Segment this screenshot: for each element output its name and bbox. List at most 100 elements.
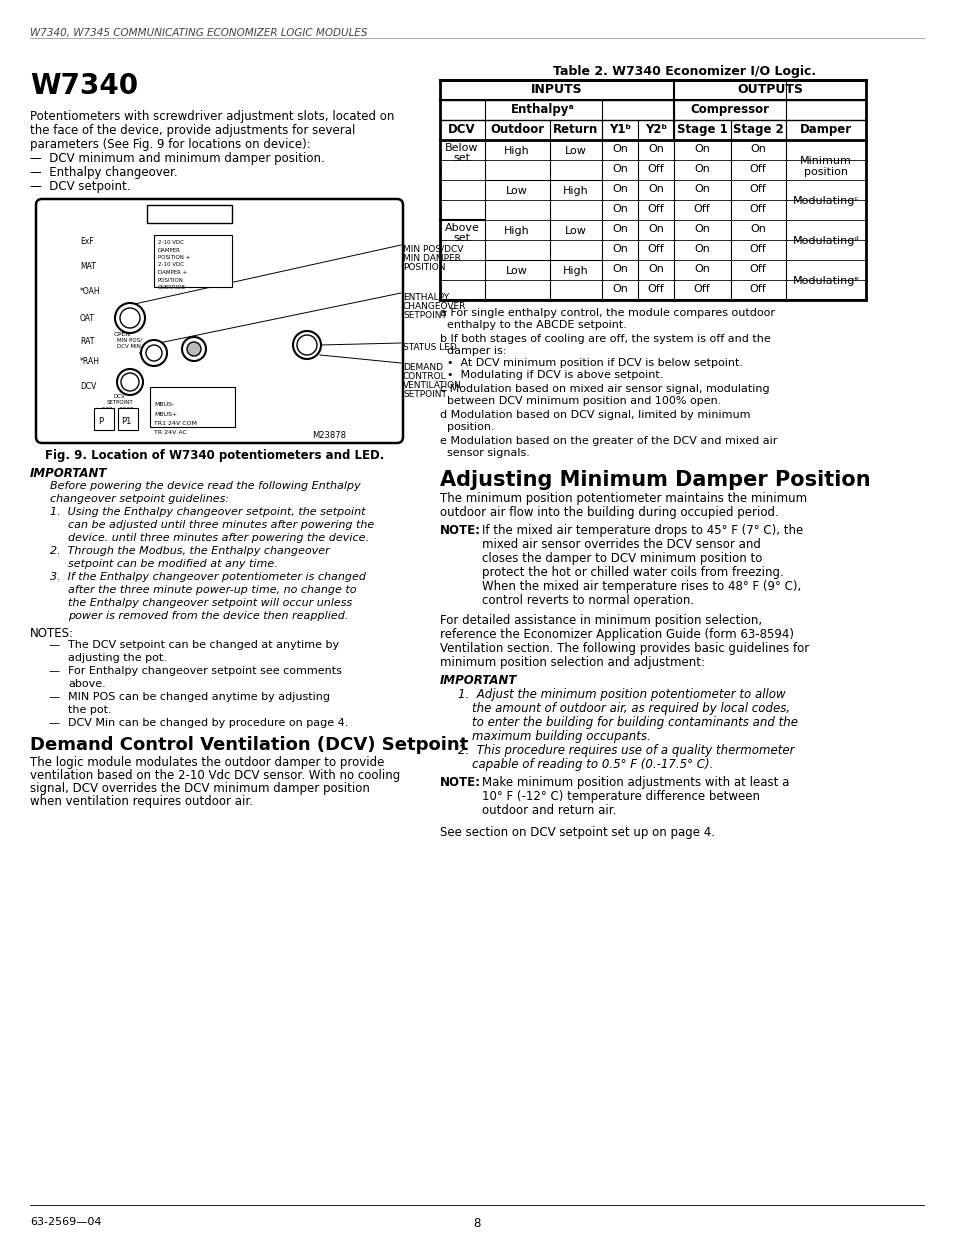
- Text: For Enthalpy changeover setpoint see comments: For Enthalpy changeover setpoint see com…: [68, 666, 341, 676]
- Text: the amount of outdoor air, as required by local codes,: the amount of outdoor air, as required b…: [472, 701, 789, 715]
- Text: Demand Control Ventilation (DCV) Setpoint: Demand Control Ventilation (DCV) Setpoin…: [30, 736, 468, 755]
- Text: to enter the building for building contaminants and the: to enter the building for building conta…: [472, 716, 797, 729]
- Text: SETPOINT: SETPOINT: [402, 311, 446, 320]
- Text: 2.  Through the Modbus, the Enthalpy changeover: 2. Through the Modbus, the Enthalpy chan…: [50, 546, 330, 556]
- Text: Low: Low: [564, 226, 586, 236]
- Text: Off: Off: [749, 184, 765, 194]
- Text: the face of the device, provide adjustments for several: the face of the device, provide adjustme…: [30, 124, 355, 137]
- Text: On: On: [612, 264, 627, 274]
- Text: The logic module modulates the outdoor damper to provide: The logic module modulates the outdoor d…: [30, 756, 384, 769]
- Text: Modulatingᵉ: Modulatingᵉ: [792, 275, 859, 287]
- Text: POSITION +: POSITION +: [158, 254, 191, 261]
- Text: E: E: [158, 345, 162, 350]
- Circle shape: [120, 308, 140, 329]
- FancyBboxPatch shape: [36, 199, 402, 443]
- Text: On: On: [612, 184, 627, 194]
- Text: set: set: [453, 233, 470, 243]
- Text: Off: Off: [749, 164, 765, 174]
- Text: On: On: [694, 264, 709, 274]
- Text: position: position: [803, 167, 847, 177]
- Text: SETPOINT: SETPOINT: [402, 390, 446, 399]
- Text: Modulatingᶜ: Modulatingᶜ: [792, 196, 859, 206]
- Text: parameters (See Fig. 9 for locations on device):: parameters (See Fig. 9 for locations on …: [30, 138, 311, 151]
- Text: Below: Below: [445, 143, 478, 153]
- Text: CHANGEOVER: CHANGEOVER: [402, 303, 466, 311]
- Text: MBUS+: MBUS+: [153, 411, 177, 416]
- Text: Off: Off: [693, 284, 710, 294]
- Text: NOTE:: NOTE:: [439, 776, 480, 789]
- Text: *OAH: *OAH: [80, 287, 100, 296]
- Text: Off: Off: [647, 164, 663, 174]
- Text: C: C: [139, 351, 143, 356]
- Text: The minimum position potentiometer maintains the minimum: The minimum position potentiometer maint…: [439, 492, 806, 505]
- Text: W7340: W7340: [30, 72, 138, 100]
- Text: +: +: [150, 345, 158, 354]
- Text: On: On: [612, 224, 627, 233]
- Text: d Modulation based on DCV signal, limited by minimum: d Modulation based on DCV signal, limite…: [439, 410, 750, 420]
- Text: A: A: [145, 345, 149, 350]
- Text: MIN POS can be changed anytime by adjusting: MIN POS can be changed anytime by adjust…: [68, 692, 330, 701]
- Text: 8: 8: [473, 1216, 480, 1230]
- Circle shape: [296, 335, 316, 354]
- Text: Off: Off: [647, 245, 663, 254]
- Text: outdoor air flow into the building during occupied period.: outdoor air flow into the building durin…: [439, 506, 778, 519]
- Text: Table 2. W7340 Economizer I/O Logic.: Table 2. W7340 Economizer I/O Logic.: [553, 65, 816, 78]
- Circle shape: [146, 345, 162, 361]
- Text: setpoint can be modified at any time.: setpoint can be modified at any time.: [68, 559, 277, 569]
- Text: See section on DCV setpoint set up on page 4.: See section on DCV setpoint set up on pa…: [439, 826, 714, 839]
- Text: position.: position.: [439, 422, 494, 432]
- Text: ventilation based on the 2-10 Vdc DCV sensor. With no cooling: ventilation based on the 2-10 Vdc DCV se…: [30, 769, 400, 782]
- Text: CONTROL: CONTROL: [402, 372, 446, 382]
- Text: Stage 2: Stage 2: [732, 124, 782, 136]
- Text: ENTHALPY: ENTHALPY: [402, 293, 449, 303]
- Text: On: On: [694, 245, 709, 254]
- Text: Y1ᵇ: Y1ᵇ: [608, 124, 630, 136]
- Text: On: On: [749, 144, 765, 154]
- Text: adjusting the pot.: adjusting the pot.: [68, 653, 167, 663]
- Text: —  DCV setpoint.: — DCV setpoint.: [30, 180, 131, 193]
- Text: RAT: RAT: [80, 337, 94, 346]
- Text: 3.  If the Enthalpy changeover potentiometer is changed: 3. If the Enthalpy changeover potentiome…: [50, 572, 366, 582]
- Text: IMPORTANT: IMPORTANT: [30, 467, 108, 480]
- Text: DEMAND: DEMAND: [402, 363, 442, 372]
- Text: Before powering the device read the following Enthalpy: Before powering the device read the foll…: [50, 480, 360, 492]
- Text: Low: Low: [505, 186, 527, 196]
- Text: Off: Off: [749, 264, 765, 274]
- Bar: [147, 205, 232, 224]
- Text: On: On: [694, 144, 709, 154]
- Text: TR1 24V COM: TR1 24V COM: [153, 421, 196, 426]
- Text: High: High: [562, 186, 588, 196]
- Text: Make minimum position adjustments with at least a: Make minimum position adjustments with a…: [481, 776, 788, 789]
- Text: capable of reading to 0.5° F (0.-17.5° C).: capable of reading to 0.5° F (0.-17.5° C…: [472, 758, 713, 771]
- Text: Modulatingᵈ: Modulatingᵈ: [792, 236, 859, 246]
- Text: protect the hot or chilled water coils from freezing.: protect the hot or chilled water coils f…: [481, 566, 783, 579]
- Text: mixed air sensor overrides the DCV sensor and: mixed air sensor overrides the DCV senso…: [481, 538, 760, 551]
- Text: Y2ᵇ: Y2ᵇ: [644, 124, 666, 136]
- Text: DAMPER +: DAMPER +: [158, 270, 187, 275]
- Text: DCV MIN: DCV MIN: [117, 345, 141, 350]
- Text: When the mixed air temperature rises to 48° F (9° C),: When the mixed air temperature rises to …: [481, 580, 801, 593]
- Text: MIN POS/: MIN POS/: [117, 338, 142, 343]
- Bar: [439, 80, 865, 300]
- Text: Low: Low: [564, 146, 586, 156]
- Text: On: On: [694, 224, 709, 233]
- Text: W7340, W7345 COMMUNICATING ECONOMIZER LOGIC MODULES: W7340, W7345 COMMUNICATING ECONOMIZER LO…: [30, 28, 367, 38]
- Circle shape: [187, 342, 201, 356]
- Text: —  Enthalpy changeover.: — Enthalpy changeover.: [30, 165, 177, 179]
- Text: ExF: ExF: [80, 237, 93, 246]
- Text: 2.  This procedure requires use of a quality thermometer: 2. This procedure requires use of a qual…: [457, 743, 794, 757]
- Text: High: High: [503, 146, 529, 156]
- Text: device. until three minutes after powering the device.: device. until three minutes after poweri…: [68, 534, 369, 543]
- Text: when ventilation requires outdoor air.: when ventilation requires outdoor air.: [30, 795, 253, 808]
- Text: Enthalpyᵃ: Enthalpyᵃ: [511, 103, 575, 116]
- Text: 1.  Using the Enthalpy changeover setpoint, the setpoint: 1. Using the Enthalpy changeover setpoin…: [50, 508, 365, 517]
- Text: c Modulation based on mixed air sensor signal, modulating: c Modulation based on mixed air sensor s…: [439, 384, 769, 394]
- Text: Fig. 9. Location of W7340 potentiometers and LED.: Fig. 9. Location of W7340 potentiometers…: [45, 450, 384, 462]
- Text: e Modulation based on the greater of the DCV and mixed air: e Modulation based on the greater of the…: [439, 436, 777, 446]
- Text: If the mixed air temperature drops to 45° F (7° C), the: If the mixed air temperature drops to 45…: [481, 524, 802, 537]
- Text: B: B: [145, 359, 149, 364]
- Text: On: On: [612, 204, 627, 214]
- Text: OAT: OAT: [80, 314, 95, 324]
- Text: On: On: [647, 224, 663, 233]
- Circle shape: [117, 369, 143, 395]
